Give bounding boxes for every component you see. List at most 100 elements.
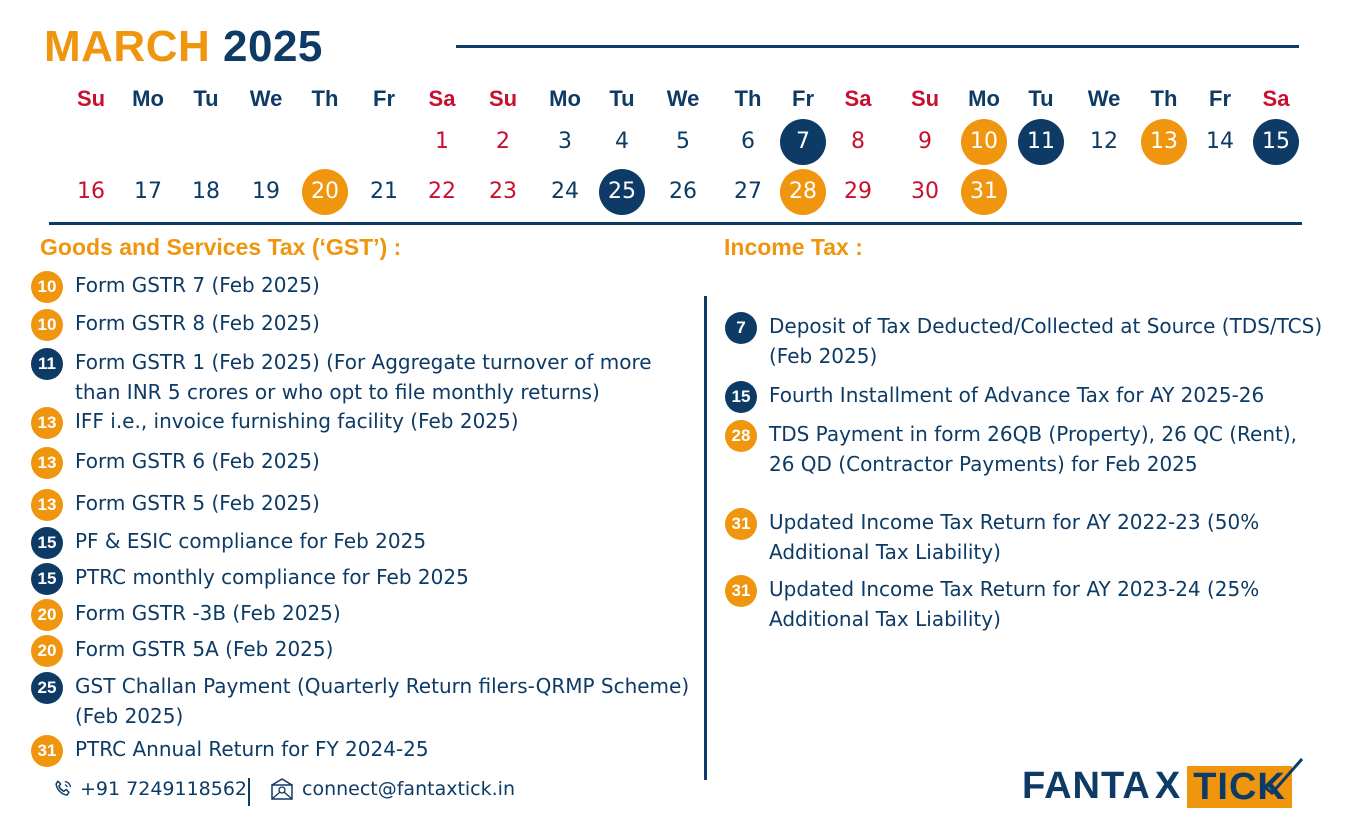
- calendar-date: 16: [77, 179, 105, 204]
- deadline-item: 31 Updated Income Tax Return for AY 2022-…: [725, 508, 1325, 567]
- due-date-badge: 13: [31, 447, 63, 479]
- footer-separator: [248, 778, 250, 806]
- weekday-label: Tu: [1028, 86, 1054, 111]
- calendar-date: 29: [844, 179, 872, 204]
- weekday-label: Mo: [132, 86, 164, 111]
- calendar-date: 30: [911, 179, 939, 204]
- due-date-badge: 20: [31, 599, 63, 631]
- deadline-description: Updated Income Tax Return for AY 2022-23…: [769, 510, 1260, 564]
- due-date-badge: 15: [725, 381, 757, 413]
- weekday-label: Tu: [609, 86, 635, 111]
- deadline-description: PF & ESIC compliance for Feb 2025: [75, 529, 427, 553]
- deadline-description: Form GSTR 5 (Feb 2025): [75, 491, 320, 515]
- deadline-item: 7 Deposit of Tax Deducted/Collected at So…: [725, 312, 1325, 371]
- income-tax-section-title: Income Tax :: [724, 234, 863, 260]
- weekday-label: Mo: [549, 86, 581, 111]
- calendar-date: 15: [1253, 119, 1299, 165]
- calendar-date: 28: [780, 169, 826, 215]
- phone-icon: [52, 778, 74, 800]
- deadline-item: 20 Form GSTR -3B (Feb 2025): [31, 599, 693, 631]
- deadline-description: PTRC monthly compliance for Feb 2025: [75, 565, 469, 589]
- logo-text-fanta: FANTA: [1022, 765, 1151, 807]
- calendar-date: 9: [918, 129, 932, 154]
- calendar-date: 18: [192, 179, 220, 204]
- deadline-item: 13 Form GSTR 5 (Feb 2025): [31, 489, 693, 521]
- email-contact: connect@fantaxtick.in: [270, 778, 515, 800]
- deadline-description: Form GSTR 6 (Feb 2025): [75, 449, 320, 473]
- weekday-label: Tu: [193, 86, 219, 111]
- deadline-item: 10 Form GSTR 7 (Feb 2025): [31, 271, 693, 303]
- deadline-description: TDS Payment in form 26QB (Property), 26 …: [769, 422, 1298, 476]
- checkmark-icon: [1260, 755, 1304, 809]
- weekday-label: Su: [910, 86, 940, 111]
- logo-text-x: X: [1154, 765, 1182, 807]
- calendar-date: 19: [252, 179, 280, 204]
- due-date-badge: 13: [31, 407, 63, 439]
- header-divider: [456, 45, 1299, 48]
- calendar-date: 13: [1141, 119, 1187, 165]
- due-date-badge: 31: [725, 508, 757, 540]
- deadline-description: PTRC Annual Return for FY 2024-25: [75, 737, 429, 761]
- deadline-item: 31 Updated Income Tax Return for AY 2023-…: [725, 575, 1325, 634]
- due-date-badge: 25: [31, 672, 63, 704]
- due-date-badge: 20: [31, 635, 63, 667]
- due-date-badge: 7: [725, 312, 757, 344]
- deadline-description: Form GSTR 7 (Feb 2025): [75, 273, 320, 297]
- deadline-item: 28 TDS Payment in form 26QB (Property), 2…: [725, 420, 1325, 479]
- deadline-description: GST Challan Payment (Quarterly Return fi…: [75, 674, 690, 728]
- page-title: MARCH 2025: [44, 22, 323, 72]
- deadline-item: 15 PTRC monthly compliance for Feb 2025: [31, 563, 693, 595]
- calendar-date: 22: [428, 179, 456, 204]
- deadline-item: 15 PF & ESIC compliance for Feb 2025: [31, 527, 693, 559]
- weekday-label: We: [666, 86, 700, 111]
- phone-contact: +91 7249118562: [52, 778, 247, 800]
- deadline-item: 31 PTRC Annual Return for FY 2024-25: [31, 735, 693, 767]
- due-date-badge: 11: [31, 348, 63, 380]
- phone-number[interactable]: +91 7249118562: [80, 778, 248, 800]
- due-date-badge: 13: [31, 489, 63, 521]
- brand-logo: FANTA X TICK: [1022, 758, 1304, 808]
- calendar-date: 21: [370, 179, 398, 204]
- weekday-label: We: [1087, 86, 1121, 111]
- calendar-date: 14: [1206, 129, 1234, 154]
- deadline-item: 13 IFF i.e., invoice furnishing facility …: [31, 407, 693, 439]
- gst-section-title: Goods and Services Tax (‘GST’) :: [40, 234, 402, 260]
- calendar-date: 26: [669, 179, 697, 204]
- email-icon: [270, 778, 294, 800]
- calendar-divider: [49, 222, 1302, 225]
- weekday-label: Sa: [428, 86, 456, 111]
- weekday-label: Th: [311, 86, 339, 111]
- weekday-label: Fr: [792, 86, 814, 111]
- due-date-badge: 10: [31, 309, 63, 341]
- deadline-description: Form GSTR 1 (Feb 2025) (For Aggregate tu…: [75, 350, 652, 404]
- calendar-date: 12: [1090, 129, 1118, 154]
- deadline-description: Form GSTR -3B (Feb 2025): [75, 601, 341, 625]
- email-address[interactable]: connect@fantaxtick.in: [302, 778, 515, 800]
- weekday-label: Th: [734, 86, 762, 111]
- deadline-description: Form GSTR 8 (Feb 2025): [75, 311, 320, 335]
- calendar-date: 25: [599, 169, 645, 215]
- calendar-date: 2: [496, 129, 510, 154]
- calendar-date: 4: [615, 129, 629, 154]
- deadline-description: IFF i.e., invoice furnishing facility (F…: [75, 409, 519, 433]
- weekday-label: Su: [76, 86, 106, 111]
- calendar-date: 23: [489, 179, 517, 204]
- calendar-date: 10: [961, 119, 1007, 165]
- calendar-date: 5: [676, 129, 690, 154]
- deadline-description: Updated Income Tax Return for AY 2023-24…: [769, 577, 1260, 631]
- deadline-description: Fourth Installment of Advance Tax for AY…: [769, 383, 1265, 407]
- weekday-label: Fr: [1209, 86, 1231, 111]
- calendar-date: 20: [302, 169, 348, 215]
- calendar-date: 6: [741, 129, 755, 154]
- calendar-date: 7: [780, 119, 826, 165]
- deadline-item: 13 Form GSTR 6 (Feb 2025): [31, 447, 693, 479]
- calendar-date: 31: [961, 169, 1007, 215]
- due-date-badge: 28: [725, 420, 757, 452]
- calendar-date: 24: [551, 179, 579, 204]
- calendar-date: 11: [1018, 119, 1064, 165]
- due-date-badge: 10: [31, 271, 63, 303]
- weekday-label: Su: [488, 86, 518, 111]
- deadline-item: 20 Form GSTR 5A (Feb 2025): [31, 635, 693, 667]
- weekday-label: Fr: [373, 86, 395, 111]
- calendar-date: 17: [134, 179, 162, 204]
